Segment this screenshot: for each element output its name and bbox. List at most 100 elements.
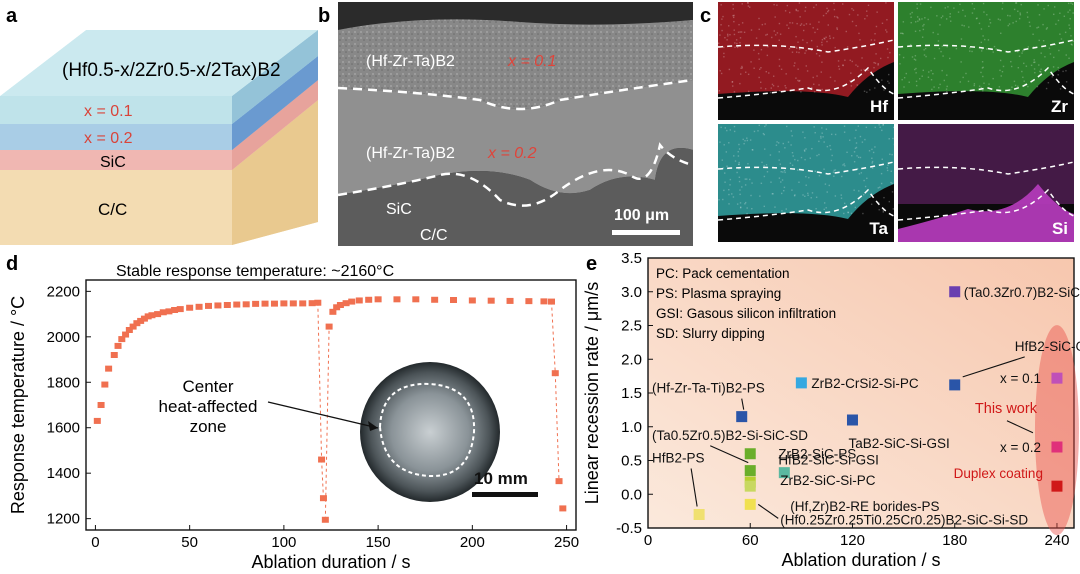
chart-e: 0 60 120 180 240 -0.5 0.0 0.5 1.0 1.5 2.0 2.5 3.0 3.5… [582,250,1080,570]
data-point [242,301,250,308]
y-tick-label: 1400 [47,465,80,482]
data-point [314,299,322,306]
eds-map-sic-layer [898,184,1074,242]
eds-map-element-label: Ta [869,219,888,238]
data-point [355,297,363,304]
x-axis-label: Ablation duration / s [781,550,940,570]
data-point-group: x = 0.2 [1000,440,1063,455]
data-point [348,298,356,305]
legend-entry: PS: Plasma spraying [656,286,781,301]
x-tick-label: 150 [366,534,391,551]
series-connector [321,459,324,499]
x-tick-label: 0 [644,532,652,549]
x-tick-label: 50 [181,534,198,551]
y-axis-label: Response temperature / °C [8,296,28,514]
data-point [159,309,167,316]
data-point-label: TaB2-SiC-Si-GSI [848,436,949,451]
data-point-group: Duplex coating [954,466,1063,492]
this-work-label: This work [975,401,1038,417]
data-point [431,296,439,303]
interface-line-lower [337,142,694,207]
interface-line-upper [337,78,694,111]
data-point [846,414,858,426]
sample-photo [360,362,500,502]
data-point [93,417,101,424]
y-tick-label: 1.5 [621,385,642,402]
data-point [778,467,790,479]
data-point-group: (Ta0.3Zr0.7)B2-SiC-SD [949,285,1080,300]
sem-label-top: (Hf-Zr-Ta)B2 [366,53,455,70]
data-point-group: HfB2-SiC-GSI [949,339,1080,391]
data-point [555,478,563,485]
data-point [171,307,179,313]
series-connector [554,373,560,482]
layer-cc-side [232,100,318,245]
eds-map-signal [718,2,894,97]
eds-map-element-label: Si [1052,219,1068,238]
data-point-group: (Hf,Zr)B2-RE borides-PS [744,480,940,514]
data-point [336,302,344,308]
data-point [308,300,316,307]
eds-map-signal [718,124,894,219]
data-point-label: ZrB2-SiC-Si-PC [780,473,876,488]
data-point [468,297,476,304]
panel-b: b (Hf-Zr-Ta)B2 x = 0.1 (Hf-Zr-Ta)B2 x = … [318,2,694,246]
sem-label-mid-x: x = 0.2 [487,145,537,162]
data-point [393,296,401,303]
data-point [101,381,109,388]
eds-interface-upper [717,39,895,53]
eds-map-si: Si [897,124,1075,242]
y-tick-label: -0.5 [616,520,642,537]
data-point [450,297,457,303]
sem-label-top-x: x = 0.1 [507,53,556,70]
panel-letter-a: a [6,5,18,27]
data-point [318,456,326,463]
y-tick-label: 1200 [47,511,80,528]
annotation-stable-temp: Stable response temperature: ~2160°C [116,263,394,280]
photo-label-line: heat-affected [159,397,258,416]
data-point-group: (Ta0.5Zr0.5)B2-Si-SiC-SD [652,428,808,460]
data-point [97,402,105,408]
this-work-highlight [1034,325,1079,536]
data-point [342,300,350,307]
data-point-label: Duplex coating [954,466,1043,481]
data-point [114,342,122,349]
x-tick-label: 0 [91,534,99,551]
y-tick-label: 2200 [47,283,80,300]
data-point [176,306,184,313]
photo-scale-bar [472,492,538,497]
x-tick-label: 100 [271,534,296,551]
data-point [551,370,559,377]
data-point [319,495,327,502]
x-tick-label: 200 [460,534,485,551]
annotation-arrow [710,445,749,464]
eds-map-element-label: Hf [870,97,888,116]
data-point-group: TaB2-SiC-Si-GSI [846,414,950,451]
plot-background [648,258,1074,528]
eds-maps: Hf Zr Ta Si [717,2,1075,242]
x-tick-label: 180 [942,532,967,549]
legend-entry: GSI: Gasous silicon infiltration [656,306,836,321]
eds-map-ta: Ta [717,124,896,242]
eds-map-signal [898,2,1074,97]
eds-map-element-label: Zr [1051,97,1068,116]
data-point-group: HfB2-PS [652,451,705,520]
data-point [693,509,705,520]
y-tick-label: 3.5 [621,250,642,267]
data-point-label: (Ta0.5Zr0.5)B2-Si-SiC-SD [652,428,808,443]
eds-interface-upper [897,39,1075,53]
data-point [137,317,145,324]
y-tick-label: 1800 [47,374,80,391]
data-point [949,286,961,298]
data-point [795,377,807,389]
series-connector [317,302,323,460]
y-tick-label: 2000 [47,329,80,346]
data-point-group: HfB2-SiC-Si-GSI [778,453,879,479]
data-point [214,302,222,309]
layer-x02-label: x = 0.2 [84,130,133,147]
eds-interface-upper [897,161,1075,175]
data-point [186,304,194,311]
layer-top-face [0,30,318,96]
panel-letter-e: e [586,253,597,275]
